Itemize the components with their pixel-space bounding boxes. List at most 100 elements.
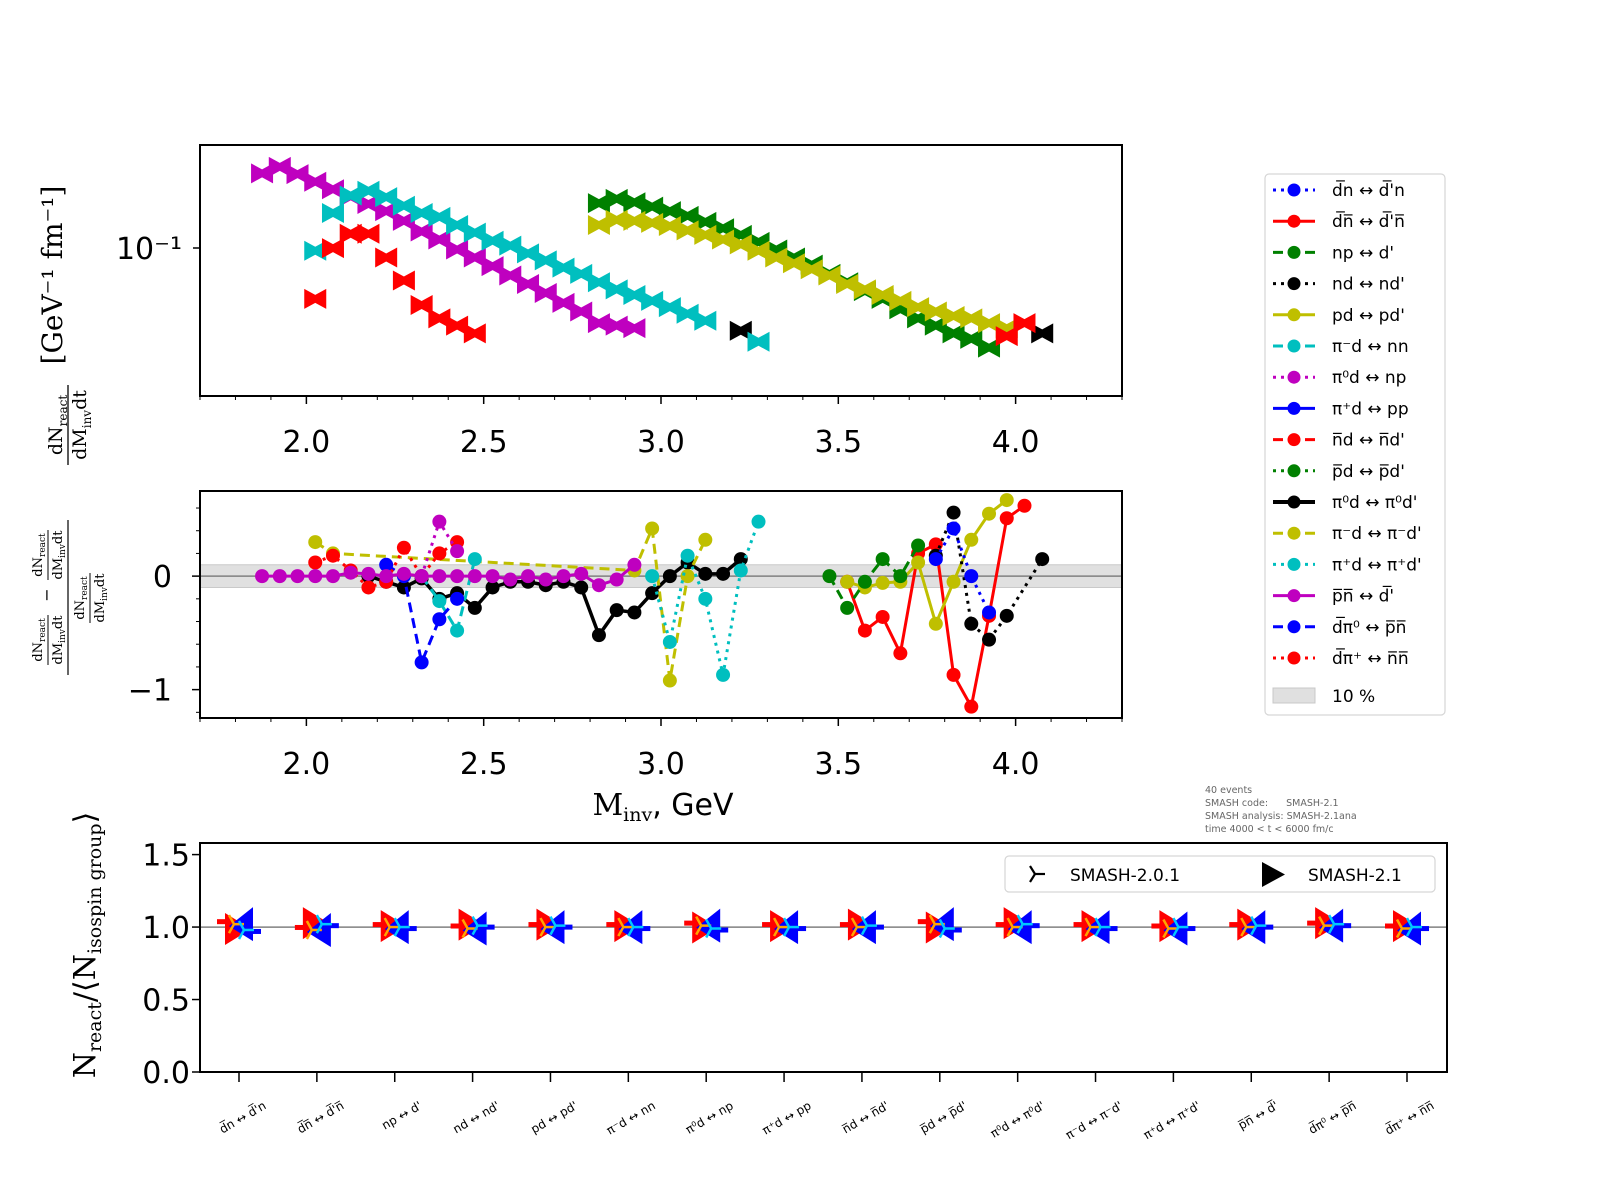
spectrum-point xyxy=(339,223,362,244)
legend-label: π⁻d ↔ nn xyxy=(1332,337,1409,357)
xlabel-main: M xyxy=(592,788,623,823)
difference-point xyxy=(928,616,943,631)
spectrum-point xyxy=(410,203,433,224)
spectrum-point xyxy=(747,240,770,261)
spectrum-point xyxy=(765,247,788,268)
difference-point xyxy=(450,591,465,606)
ratio-tri-old xyxy=(705,918,713,930)
spectrum-point xyxy=(587,272,610,293)
spectrum-point xyxy=(694,211,717,232)
difference-point xyxy=(432,612,447,627)
ratio-category-marks xyxy=(1307,907,1352,943)
ratio-legend-frame xyxy=(1004,855,1436,893)
spectrum-point xyxy=(676,205,699,226)
difference-point xyxy=(982,605,997,620)
spectrum-point xyxy=(481,256,504,277)
svg-text:dMinvdt: dMinvdt xyxy=(51,530,68,580)
svg-text:dNreact: dNreact xyxy=(73,576,90,620)
legend-band-swatch xyxy=(1272,687,1316,704)
difference-point xyxy=(946,505,961,520)
ratio-category-marks xyxy=(294,907,339,947)
ratio-tri-old xyxy=(938,918,946,930)
spectrum-point xyxy=(960,308,983,329)
svg-text:dMinvdt: dMinvdt xyxy=(93,573,110,623)
legend-item: d̅π⁺ ↔ n̅n̅ xyxy=(1273,647,1409,669)
spectrum-point xyxy=(446,315,469,336)
ratio-category-marks xyxy=(762,910,807,945)
difference-point xyxy=(450,623,465,638)
difference-point xyxy=(698,532,713,547)
ylabel-num-sub: react xyxy=(56,395,70,427)
difference-point xyxy=(875,575,890,590)
spectrum-point xyxy=(1031,323,1054,344)
difference-point xyxy=(982,632,997,647)
difference-point xyxy=(999,511,1014,526)
legend-label: π⁻d ↔ π⁻d' xyxy=(1332,524,1422,544)
ratio-ylabel-main: N xyxy=(68,1052,103,1078)
spectrum-point xyxy=(623,210,646,231)
difference-point xyxy=(645,569,660,584)
spectrum-point xyxy=(304,288,327,309)
legend-item: π⁺d ↔ π⁺d' xyxy=(1273,555,1422,575)
spectrum-point xyxy=(428,229,451,250)
difference-point xyxy=(521,569,536,584)
difference-point xyxy=(574,580,589,595)
spectrum-point xyxy=(587,193,610,214)
difference-x-axis-label: Minv, GeV xyxy=(592,788,734,826)
ratio-ylabel-tail: ⟩ xyxy=(68,812,103,824)
ratio-tri-old xyxy=(549,925,557,936)
difference-point xyxy=(1035,552,1050,567)
spectrum-point xyxy=(410,294,433,315)
spectrum-marks xyxy=(251,156,1054,358)
difference-point xyxy=(946,667,961,682)
ylabel-den-sub: inv xyxy=(80,410,94,429)
spectrum-point xyxy=(304,171,327,192)
ratio-category-marks xyxy=(1385,910,1429,946)
difference-line xyxy=(828,544,920,611)
spectrum-point xyxy=(517,243,540,264)
ratio-y-tick-label: 1.5 xyxy=(142,839,190,874)
difference-point xyxy=(308,535,323,550)
spectrum-point xyxy=(960,328,983,349)
difference-x-tick-label: 4.0 xyxy=(992,747,1040,782)
spectrum-point xyxy=(499,235,522,256)
difference-series xyxy=(928,521,997,620)
ratio-ylabel-mid: /⟨N xyxy=(68,954,103,1002)
ratio-category-marks xyxy=(217,907,261,945)
ratio-category-label: n̅d ↔ n̅d' xyxy=(840,1098,892,1136)
ratio-tri-old xyxy=(1395,918,1404,930)
spectrum-point xyxy=(339,185,362,206)
ratio-category-label: nd ↔ nd' xyxy=(451,1098,503,1136)
spectrum-point xyxy=(729,234,752,255)
ratio-category-label: π⁺d ↔ π⁺d' xyxy=(1141,1098,1203,1142)
ratio-tri-old xyxy=(227,923,236,934)
spectrum-point xyxy=(375,187,398,208)
ratio-tri-old xyxy=(850,926,859,937)
ratio-tri-old xyxy=(1395,927,1404,939)
ratio-tri-old xyxy=(305,920,313,931)
difference-point xyxy=(946,521,961,536)
ratio-tri-old xyxy=(383,926,391,937)
difference-point xyxy=(893,646,908,661)
ratio-tri-old xyxy=(1405,926,1414,937)
legend-item: n̅d ↔ n̅d' xyxy=(1273,431,1405,451)
difference-point xyxy=(308,555,323,570)
legend-marker-icon xyxy=(1287,308,1301,322)
ratio-category-label: d̅π⁺ ↔ n̅n̅ xyxy=(1382,1097,1437,1137)
difference-line xyxy=(846,498,1008,629)
difference-point xyxy=(432,514,447,529)
legend-marker-icon xyxy=(1287,620,1301,634)
ratio-tri-old xyxy=(772,917,781,928)
difference-point xyxy=(662,673,677,688)
difference-point xyxy=(964,699,979,714)
spectrum-point xyxy=(499,265,522,286)
spectrum-point xyxy=(729,320,752,341)
difference-point xyxy=(272,569,287,584)
difference-point xyxy=(1017,498,1032,513)
difference-series xyxy=(255,557,642,593)
ratio-category-label: np ↔ d' xyxy=(379,1098,424,1132)
ratio-category-label: π⁻d ↔ nn xyxy=(604,1098,658,1137)
ratio-tri-old xyxy=(1006,926,1014,937)
difference-axes-frame xyxy=(199,490,1123,719)
difference-point xyxy=(999,493,1014,508)
